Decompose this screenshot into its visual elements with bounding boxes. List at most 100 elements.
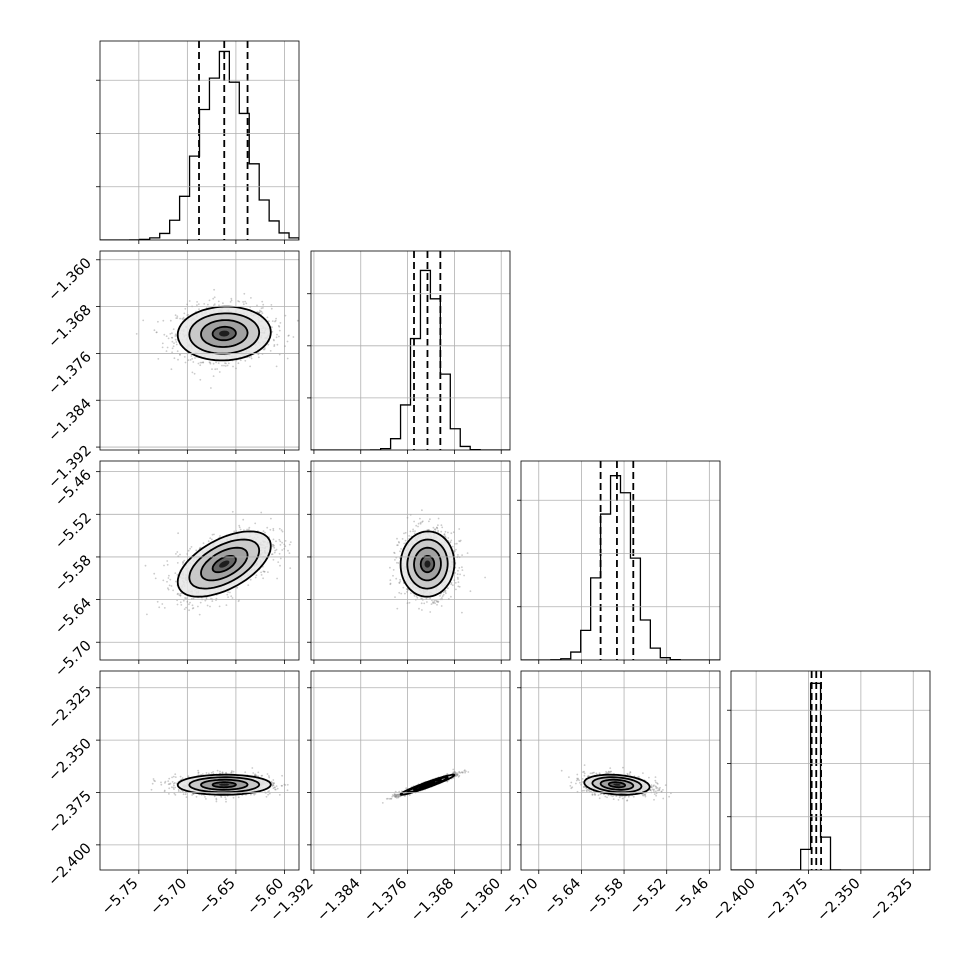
scatter-point — [262, 570, 265, 573]
scatter-point — [278, 353, 281, 356]
scatter-point — [457, 569, 459, 572]
scatter-point — [432, 602, 435, 605]
scatter-point — [243, 292, 246, 295]
scatter-point — [224, 365, 227, 367]
scatter-point — [286, 783, 289, 786]
scatter-point — [223, 364, 225, 367]
scatter-point — [396, 537, 398, 540]
scatter-point — [454, 581, 457, 584]
scatter-point — [276, 577, 278, 580]
scatter-point — [182, 599, 185, 602]
scatter-point — [437, 517, 440, 520]
scatter-point — [457, 585, 460, 588]
scatter-point — [461, 566, 463, 569]
scatter-point — [176, 551, 179, 553]
scatter-point — [202, 361, 205, 363]
scatter-point — [172, 782, 175, 785]
scatter-point — [244, 359, 247, 362]
scatter-point — [458, 540, 460, 542]
scatter-point — [402, 586, 405, 589]
scatter-point — [394, 559, 396, 561]
scatter-point — [444, 530, 447, 533]
scatter-point — [430, 603, 433, 605]
scatter-point — [242, 301, 245, 303]
scatter-point — [191, 607, 194, 610]
scatter-point — [210, 387, 212, 389]
histogram-panel-1 — [307, 250, 511, 454]
scatter-point — [247, 584, 250, 586]
scatter-point — [458, 585, 461, 588]
scatter-point — [226, 593, 229, 596]
scatter-point — [396, 561, 398, 564]
scatter-point — [428, 520, 430, 523]
axes-frame — [99, 250, 300, 451]
scatter-point — [224, 362, 226, 364]
scatter-point — [437, 524, 439, 527]
scatter-point — [181, 777, 184, 780]
scatter-point — [146, 613, 148, 616]
scatter-point — [167, 577, 170, 579]
scatter-point — [174, 580, 177, 583]
scatter-point — [436, 526, 438, 529]
scatter-point — [260, 774, 263, 777]
scatter-point — [183, 356, 186, 358]
scatter-point — [429, 518, 431, 521]
scatter-point — [202, 542, 205, 545]
scatter-point — [280, 529, 283, 531]
scatter-point — [160, 783, 163, 786]
scatter-point — [175, 343, 178, 346]
scatter-point — [163, 607, 166, 609]
scatter-point — [265, 795, 268, 798]
scatter-point — [229, 591, 231, 594]
scatter-point — [437, 601, 439, 603]
scatter-point — [172, 328, 175, 331]
scatter-point — [154, 577, 157, 580]
scatter-point — [168, 584, 171, 587]
scatter-point — [250, 297, 252, 299]
scatter-point — [458, 528, 461, 530]
scatter-point — [461, 554, 463, 556]
scatter-point — [408, 535, 410, 537]
scatter-point — [284, 540, 287, 542]
scatter-point — [413, 595, 416, 597]
scatter-point — [452, 531, 455, 534]
scatter-point — [278, 538, 281, 541]
scatter-point — [455, 588, 457, 591]
scatter-point — [237, 300, 240, 302]
scatter-point — [442, 591, 445, 594]
scatter-point — [153, 329, 156, 332]
scatter-point — [172, 775, 175, 778]
scatter-point — [281, 774, 283, 777]
scatter-point — [250, 355, 252, 358]
scatter-point — [226, 364, 229, 367]
scatter-point — [186, 553, 189, 555]
scatter-point — [262, 303, 265, 306]
scatter-point — [389, 566, 391, 569]
scatter-point — [268, 792, 271, 795]
scatter-point — [176, 574, 179, 576]
scatter-point — [275, 365, 278, 368]
scatter-point — [447, 531, 449, 534]
scatter-point — [271, 781, 273, 784]
scatter-point — [230, 299, 233, 302]
scatter-point — [461, 569, 464, 571]
scatter-point — [278, 552, 281, 555]
scatter-point — [142, 319, 145, 322]
scatter-point — [400, 592, 403, 595]
scatter-point — [406, 588, 409, 591]
scatter-panel-1-0: −1.392−1.384−1.376−1.368−1.360 — [46, 250, 300, 492]
scatter-point — [262, 307, 264, 309]
scatter-point — [155, 331, 158, 334]
scatter-point — [212, 297, 215, 300]
scatter-point — [272, 538, 275, 541]
scatter-point — [169, 578, 172, 581]
scatter-point — [174, 572, 177, 574]
scatter-point — [450, 539, 453, 542]
scatter-point — [186, 600, 189, 603]
scatter-point — [284, 345, 286, 348]
scatter-point — [225, 772, 227, 775]
scatter-point — [263, 570, 266, 573]
scatter-point — [272, 784, 275, 787]
scatter-point — [232, 365, 234, 368]
scatter-point — [272, 545, 274, 548]
